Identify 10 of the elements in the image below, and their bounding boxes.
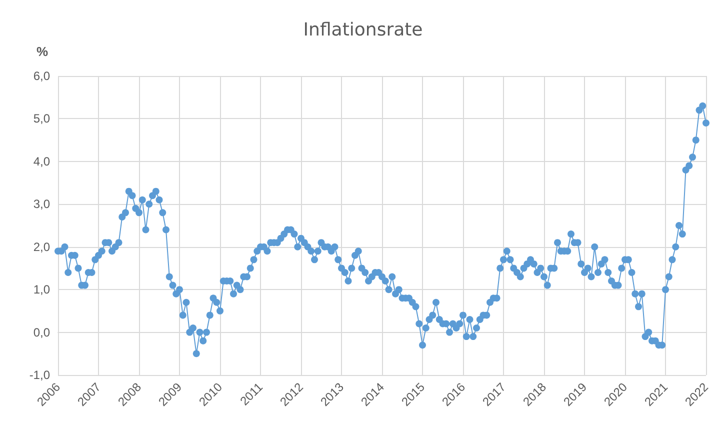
y-tick-label: 1,0	[33, 282, 50, 297]
y-tick-label: 0,0	[33, 325, 50, 340]
y-tick-label: 6,0	[33, 69, 50, 83]
y-tick-label: 2,0	[33, 240, 50, 254]
y-tick-label: 5,0	[33, 112, 50, 126]
chart-title: Inflationsrate	[303, 20, 423, 40]
y-tick-label: 3,0	[33, 197, 50, 212]
y-tick-label: 4,0	[33, 154, 50, 168]
y-tick-label: -1,0	[29, 368, 50, 382]
y-axis-title: %	[36, 44, 48, 59]
